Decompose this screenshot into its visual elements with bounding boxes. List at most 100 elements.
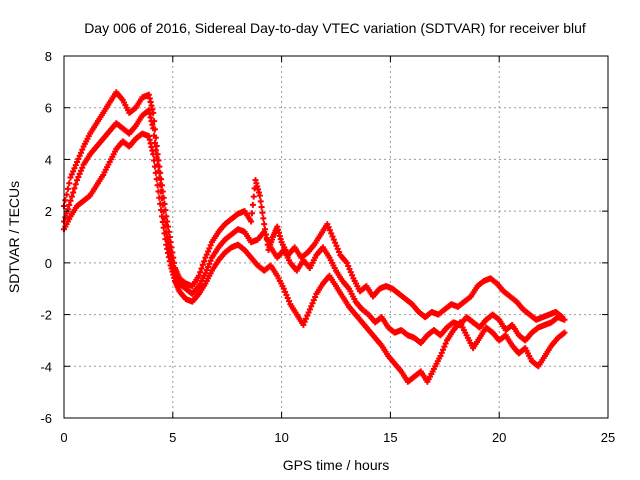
data-point bbox=[75, 174, 82, 181]
data-point bbox=[66, 201, 73, 208]
chart-title: Day 006 of 2016, Sidereal Day-to-day VTE… bbox=[84, 20, 586, 36]
data-point bbox=[306, 306, 313, 313]
data-point bbox=[206, 260, 213, 267]
data-point bbox=[440, 346, 447, 353]
series-3 bbox=[61, 130, 568, 385]
data-point bbox=[324, 221, 331, 228]
data-point bbox=[263, 235, 270, 242]
data-point bbox=[150, 125, 157, 132]
data-point bbox=[329, 233, 336, 240]
data-point bbox=[205, 263, 212, 270]
data-point bbox=[72, 162, 79, 169]
axis-ticks bbox=[63, 55, 609, 419]
data-point bbox=[150, 109, 157, 116]
data-point bbox=[333, 242, 340, 249]
data-point bbox=[332, 239, 339, 246]
data-point bbox=[334, 245, 341, 252]
data-point bbox=[248, 218, 255, 225]
data-point bbox=[310, 297, 317, 304]
y-tick-label: 8 bbox=[45, 49, 52, 64]
data-point bbox=[72, 181, 79, 188]
data-point bbox=[68, 193, 75, 200]
data-point bbox=[261, 221, 268, 228]
data-point bbox=[325, 224, 332, 231]
data-point bbox=[203, 267, 210, 274]
data-point bbox=[441, 343, 448, 350]
data-point bbox=[70, 168, 77, 175]
data-point bbox=[328, 230, 335, 237]
y-tick-label: 4 bbox=[45, 152, 52, 167]
data-point bbox=[347, 269, 354, 276]
data-point bbox=[68, 171, 75, 178]
data-point bbox=[301, 318, 308, 325]
data-point bbox=[151, 132, 158, 139]
data-point bbox=[159, 219, 166, 226]
data-point bbox=[151, 163, 158, 170]
x-tick-label: 0 bbox=[60, 430, 67, 445]
data-point bbox=[195, 272, 202, 279]
y-tick-label: 0 bbox=[45, 256, 52, 271]
data-point bbox=[265, 238, 272, 245]
data-point bbox=[152, 169, 159, 176]
data-point bbox=[312, 293, 319, 300]
data-point bbox=[153, 154, 160, 161]
data-point bbox=[262, 231, 269, 238]
data-point bbox=[156, 194, 163, 201]
data-point bbox=[76, 152, 83, 159]
y-tick-label: -2 bbox=[40, 308, 52, 323]
data-point bbox=[249, 201, 256, 208]
data-point bbox=[79, 164, 86, 171]
data-point bbox=[330, 236, 337, 243]
data-point bbox=[266, 241, 273, 248]
data-point bbox=[309, 300, 316, 307]
data-point bbox=[202, 254, 209, 261]
x-tick-label: 20 bbox=[492, 430, 506, 445]
data-point bbox=[345, 262, 352, 269]
data-point bbox=[77, 149, 84, 156]
data-point bbox=[282, 288, 289, 295]
data-point bbox=[79, 146, 86, 153]
grid-lines bbox=[64, 56, 608, 418]
data-point bbox=[155, 188, 162, 195]
data-point bbox=[304, 312, 311, 319]
data-point bbox=[561, 329, 568, 336]
data-point bbox=[198, 265, 205, 272]
data-point bbox=[67, 174, 74, 181]
data-point bbox=[154, 182, 161, 189]
data-point bbox=[346, 266, 353, 273]
data-point bbox=[62, 197, 69, 204]
data-point bbox=[280, 285, 287, 292]
data-point bbox=[205, 248, 212, 255]
data-point bbox=[207, 242, 214, 249]
y-tick-label: -4 bbox=[40, 359, 52, 374]
data-point bbox=[349, 272, 356, 279]
data-point bbox=[250, 193, 257, 200]
x-tick-label: 5 bbox=[169, 430, 176, 445]
data-point bbox=[201, 258, 208, 265]
data-point bbox=[74, 177, 81, 184]
x-tick-label: 15 bbox=[383, 430, 397, 445]
data-point bbox=[160, 224, 167, 231]
data-point bbox=[284, 295, 291, 302]
y-tick-label: -6 bbox=[40, 411, 52, 426]
series-2 bbox=[61, 107, 568, 347]
data-point bbox=[62, 214, 69, 221]
data-point bbox=[153, 176, 160, 183]
data-point bbox=[74, 159, 81, 166]
data-point bbox=[336, 248, 343, 255]
data-point bbox=[207, 257, 214, 264]
data-point bbox=[305, 309, 312, 316]
data-point bbox=[249, 210, 256, 217]
data-point bbox=[260, 215, 267, 222]
data-point bbox=[66, 180, 73, 187]
data-point bbox=[77, 167, 84, 174]
y-tick-label: 6 bbox=[45, 101, 52, 116]
data-point bbox=[438, 349, 445, 356]
data-point bbox=[302, 315, 309, 322]
y-axis-label: SDTVAR / TECUs bbox=[6, 181, 22, 293]
x-tick-label: 10 bbox=[274, 430, 288, 445]
data-point bbox=[150, 151, 157, 158]
data-point bbox=[300, 321, 307, 328]
data-point bbox=[283, 291, 290, 298]
